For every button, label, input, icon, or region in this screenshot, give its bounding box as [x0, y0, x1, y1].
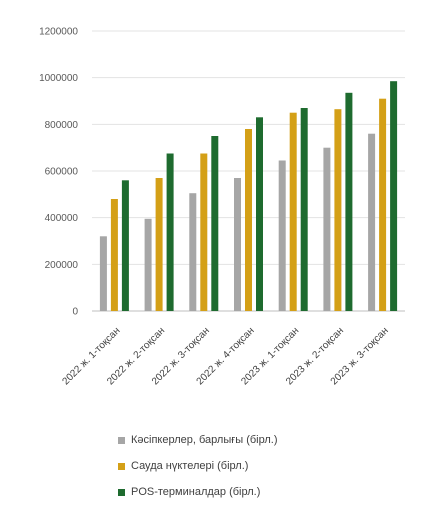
- bar-series-2-cat-3: [256, 117, 263, 311]
- bar-series-2-cat-1: [166, 153, 174, 311]
- bar-series-1-cat-3: [245, 129, 252, 311]
- y-tick-label: 1200000: [39, 27, 78, 38]
- y-tick-label: 600000: [45, 167, 79, 178]
- legend-swatch-trade-points: [118, 462, 125, 470]
- bar-series-2-cat-2: [211, 136, 219, 311]
- bar-series-2-cat-0: [121, 180, 129, 311]
- bar-series-1-cat-2: [200, 153, 208, 311]
- legend-item-entrepreneurs: Кәсіпкерлер, барлығы (бірл.): [118, 430, 418, 450]
- bar-series-0-cat-6: [368, 133, 376, 311]
- bar-series-1-cat-0: [110, 199, 118, 311]
- bar-series-0-cat-3: [234, 178, 241, 311]
- legend-label-entrepreneurs: Кәсіпкерлер, барлығы (бірл.): [131, 434, 278, 446]
- y-tick-label: 200000: [45, 260, 79, 271]
- bar-series-1-cat-6: [379, 98, 387, 311]
- bars: [99, 81, 398, 311]
- bar-series-0-cat-4: [278, 160, 286, 311]
- bar-series-0-cat-2: [189, 193, 197, 311]
- bar-series-2-cat-6: [390, 81, 398, 311]
- legend-swatch-pos-terminals: [118, 488, 125, 496]
- y-axis-ticks: 0 200000 400000 600000 800000 1000000 1200000: [39, 27, 78, 318]
- bar-series-0-cat-0: [99, 236, 107, 311]
- bar-series-2-cat-5: [345, 92, 353, 311]
- legend: Кәсіпкерлер, барлығы (бірл.) Сауда нүкте…: [118, 430, 418, 508]
- bar-series-1-cat-1: [155, 178, 163, 311]
- bar-series-2-cat-4: [300, 108, 308, 311]
- y-tick-label: 800000: [45, 120, 79, 131]
- y-tick-label: 400000: [45, 213, 79, 224]
- legend-swatch-entrepreneurs: [118, 436, 125, 444]
- legend-item-trade-points: Сауда нүктелері (бірл.): [118, 456, 418, 476]
- bar-series-1-cat-4: [289, 112, 297, 311]
- y-tick-label: 0: [72, 307, 78, 318]
- bar-series-0-cat-5: [323, 147, 331, 311]
- legend-label-trade-points: Сауда нүктелері (бірл.): [131, 460, 249, 472]
- bar-series-1-cat-5: [334, 109, 342, 311]
- y-tick-label: 1000000: [39, 73, 78, 84]
- bar-series-0-cat-1: [144, 218, 152, 311]
- legend-item-pos-terminals: POS-терминалдар (бірл.): [118, 482, 418, 502]
- legend-label-pos-terminals: POS-терминалдар (бірл.): [131, 486, 261, 498]
